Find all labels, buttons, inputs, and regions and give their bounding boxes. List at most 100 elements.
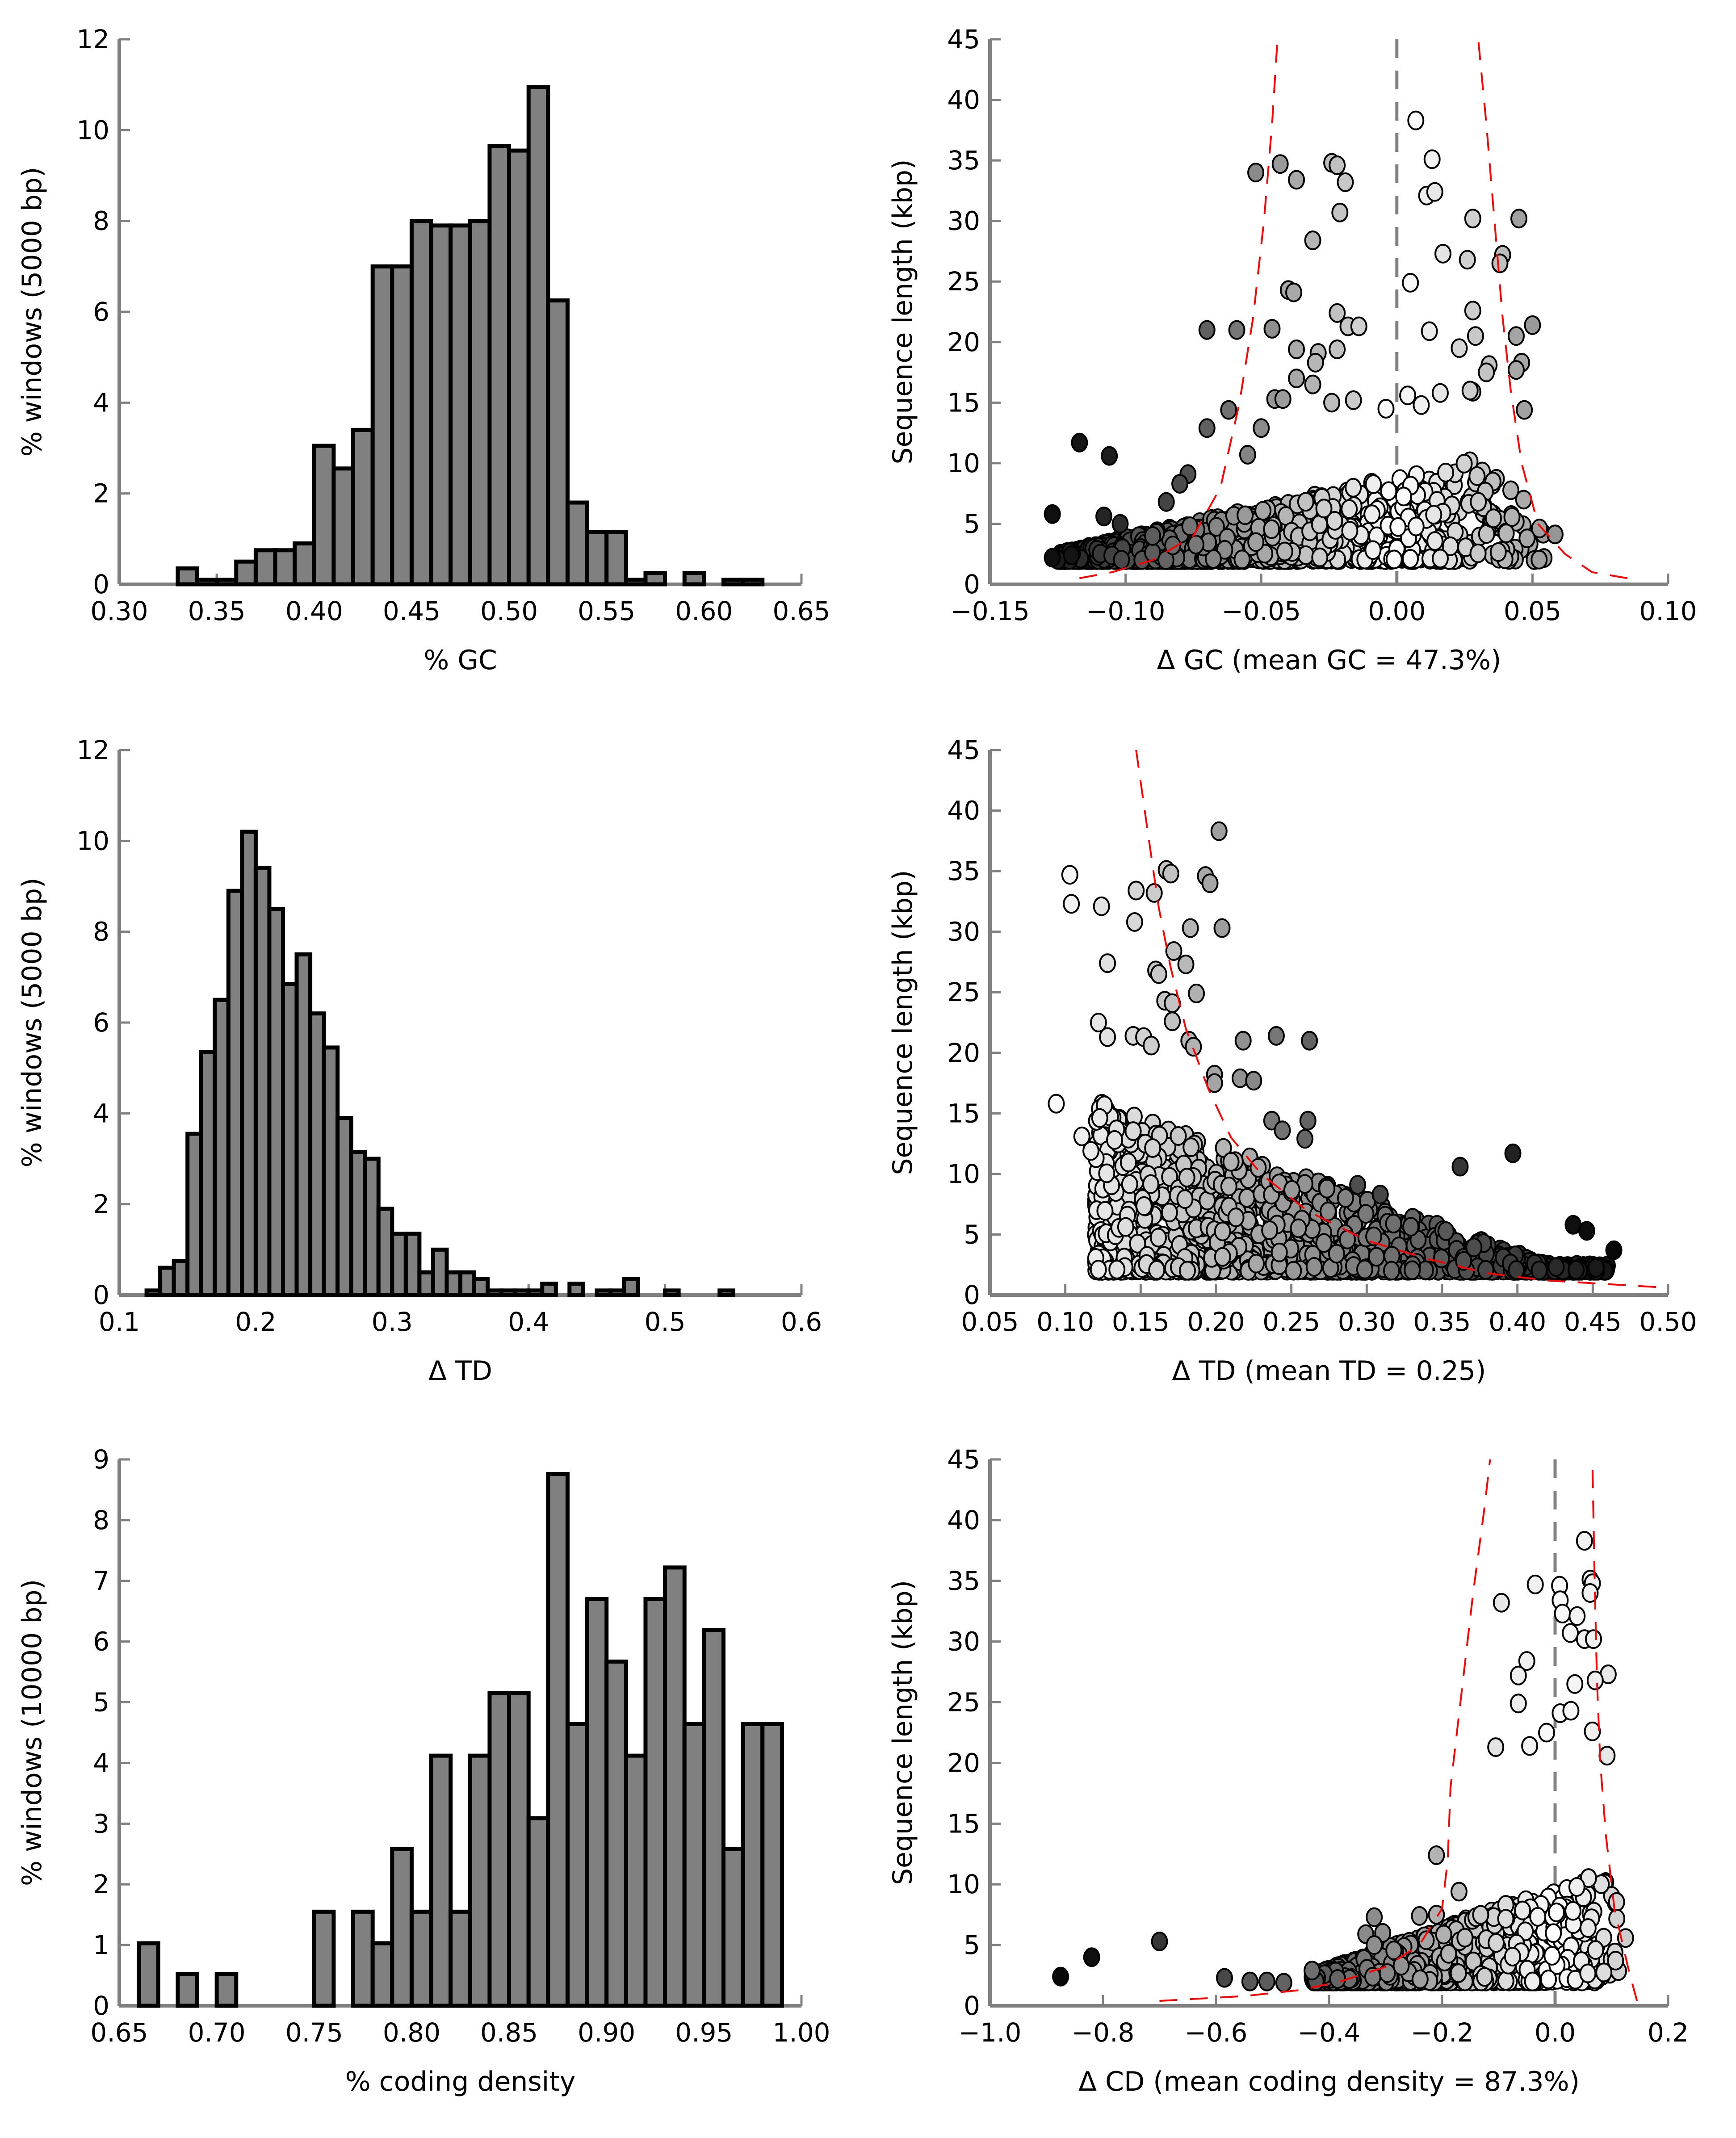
histogram-bar — [185, 1132, 203, 1297]
scatter-point — [1315, 499, 1333, 519]
x-tick-label: 0.45 — [383, 596, 440, 626]
scatter-point — [1263, 319, 1281, 339]
y-tick-label: 25 — [947, 266, 980, 297]
y-tick-label: 4 — [93, 1098, 109, 1128]
scatter-point — [1216, 1968, 1233, 1988]
x-tick-label: 0.2 — [1648, 2017, 1689, 2048]
scatter-point — [1568, 1260, 1585, 1280]
scatter-point — [1365, 474, 1382, 494]
histogram-bar — [390, 1847, 414, 2008]
histogram-bar — [567, 1282, 585, 1297]
scatter-point — [1093, 896, 1110, 916]
scatter-point — [1379, 1963, 1396, 1983]
scatter-point — [1117, 1217, 1134, 1237]
scatter-point — [1356, 1259, 1373, 1279]
histogram-bar — [526, 1288, 545, 1297]
scatter-point — [1150, 964, 1167, 984]
histogram-bar — [721, 578, 745, 587]
histogram-bar — [370, 1941, 394, 2008]
scatter-point — [1182, 918, 1199, 938]
threshold-curve-upper — [1477, 39, 1628, 579]
x-tick-label: 0.4 — [508, 1307, 549, 1337]
x-tick-label: 0.20 — [1187, 1307, 1245, 1337]
scatter-point — [1451, 1157, 1469, 1177]
histogram-bar — [240, 830, 258, 1297]
x-tick-label: −0.05 — [1221, 596, 1301, 626]
threshold-curve-lower — [1159, 1459, 1491, 2002]
scatter-point — [1124, 1121, 1142, 1141]
scatter-point — [1181, 516, 1199, 536]
scatter-point — [1234, 1031, 1252, 1051]
y-tick-label: 3 — [93, 1808, 109, 1839]
scatter-point — [1389, 517, 1407, 537]
histogram-bar — [331, 466, 356, 587]
scatter-point — [1377, 398, 1395, 419]
scatter-point — [1568, 1877, 1585, 1897]
histogram-bar — [499, 1288, 517, 1297]
scatter-point — [1526, 1574, 1544, 1594]
histogram-bar — [226, 889, 244, 1297]
scatter-point — [1562, 1701, 1580, 1721]
y-tick-label: 2 — [93, 1189, 109, 1220]
y-axis-label: Sequence length (kbp) — [887, 870, 918, 1175]
scatter-point — [1608, 1909, 1626, 1929]
histogram-bar — [172, 1259, 190, 1297]
scatter-point — [1411, 1906, 1428, 1926]
x-tick-label: 0.25 — [1262, 1307, 1320, 1337]
scatter-point — [1329, 340, 1346, 360]
scatter-point — [1510, 1665, 1527, 1685]
scatter-point — [1581, 1583, 1599, 1603]
scatter-point — [1341, 521, 1359, 541]
scatter-point — [1383, 1261, 1400, 1281]
scatter-point — [1413, 395, 1430, 415]
scatter-point — [1451, 338, 1468, 358]
y-tick-label: 5 — [964, 1930, 980, 1960]
scatter-point — [1082, 1141, 1100, 1161]
y-tick-label: 35 — [947, 145, 980, 176]
x-tick-label: 0.6 — [781, 1307, 822, 1337]
y-tick-label: 8 — [93, 206, 109, 236]
scatter-point — [1228, 320, 1245, 340]
y-tick-label: 20 — [947, 1748, 980, 1778]
scatter-point — [1491, 253, 1509, 273]
scatter-point — [1442, 536, 1459, 556]
scatter-point — [1090, 1013, 1107, 1032]
scatter-point — [1518, 528, 1536, 549]
x-tick-label: 0.70 — [188, 2017, 246, 2048]
scatter-point — [1099, 1027, 1116, 1047]
scatter-point — [1579, 1918, 1597, 1938]
y-tick-label: 15 — [947, 1098, 980, 1128]
x-tick-label: 0.10 — [1639, 596, 1697, 626]
y-tick-label: 7 — [93, 1566, 109, 1596]
scatter-point — [1241, 1971, 1258, 1991]
scatter-point — [1237, 505, 1254, 525]
scatter-point — [1304, 1961, 1321, 1981]
histogram-bar — [199, 1050, 217, 1297]
scatter-point — [1245, 1071, 1262, 1091]
scatter-point — [1341, 499, 1358, 519]
scatter-point — [1063, 545, 1080, 565]
scatter-point — [1157, 492, 1175, 512]
scatter-point — [1395, 486, 1412, 507]
x-tick-label: 0.45 — [1564, 1307, 1622, 1337]
histogram-bar — [472, 1277, 490, 1297]
histogram-bar — [608, 1288, 626, 1297]
scatter-point — [1540, 1970, 1557, 1990]
scatter-point — [1315, 1233, 1333, 1253]
scatter-point — [1385, 549, 1403, 570]
scatter-point — [1461, 381, 1479, 401]
scatter-point — [1144, 1138, 1162, 1158]
y-tick-label: 20 — [947, 1038, 980, 1068]
y-tick-label: 1 — [93, 1930, 109, 1960]
x-tick-label: 0.85 — [480, 2017, 538, 2048]
scatter-point — [1329, 303, 1346, 323]
x-tick-label: 0.0 — [1535, 2017, 1576, 2048]
histogram-bar — [370, 264, 394, 587]
scatter-point — [1364, 540, 1382, 560]
scatter-point — [1288, 170, 1305, 190]
y-tick-label: 12 — [76, 735, 109, 765]
